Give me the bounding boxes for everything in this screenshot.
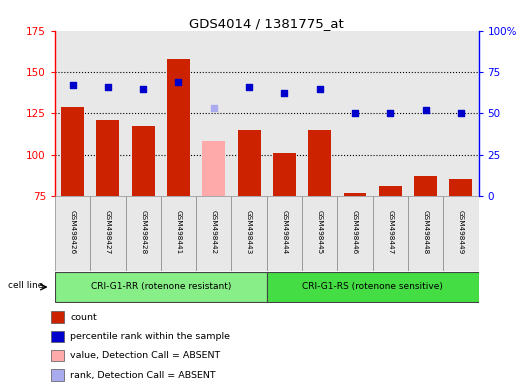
Text: GSM498426: GSM498426 [70,210,75,254]
Bar [231,196,267,271]
Bar [51,369,64,381]
Bar [302,196,337,271]
Bar [126,196,161,271]
Bar [443,31,479,196]
Point [457,110,465,116]
Text: percentile rank within the sample: percentile rank within the sample [70,332,230,341]
Text: GSM498428: GSM498428 [140,210,146,254]
Point [104,84,112,90]
Text: GSM498447: GSM498447 [388,210,393,254]
Bar [379,186,402,196]
Bar [414,176,437,196]
Text: GSM498441: GSM498441 [176,210,181,254]
Bar [55,31,90,196]
Bar [344,192,367,196]
Bar [408,196,443,271]
Bar [267,196,302,271]
Point [386,110,394,116]
Bar [51,311,64,323]
Bar [337,31,372,196]
Text: count: count [70,313,97,321]
Bar [196,31,231,196]
Point [139,86,147,92]
Point [315,86,324,92]
Bar [96,120,119,196]
Bar [51,350,64,361]
Text: CRI-G1-RR (rotenone resistant): CRI-G1-RR (rotenone resistant) [90,282,231,291]
Text: GSM498427: GSM498427 [105,210,111,254]
Text: cell line: cell line [8,281,43,290]
Bar [443,196,479,271]
Bar [372,31,408,196]
Point [69,82,77,88]
Point [422,107,430,113]
Bar [90,196,126,271]
Bar [308,130,331,196]
Bar [408,31,443,196]
Bar [302,31,337,196]
Text: GSM498449: GSM498449 [458,210,464,254]
Bar [51,331,64,342]
Bar [337,196,372,271]
Bar [372,196,408,271]
Text: GSM498445: GSM498445 [317,210,323,254]
Bar [126,31,161,196]
Bar [55,272,267,302]
Text: GSM498448: GSM498448 [423,210,428,254]
Bar [267,31,302,196]
Point [210,105,218,111]
Bar [55,196,90,271]
Bar [449,179,472,196]
Bar [273,153,296,196]
Bar [202,141,225,196]
Bar [167,59,190,196]
Bar [237,130,260,196]
Point [174,79,183,85]
Point [245,84,253,90]
Bar [231,31,267,196]
Bar [61,107,84,196]
Text: GSM498444: GSM498444 [281,210,287,254]
Text: GSM498442: GSM498442 [211,210,217,254]
Title: GDS4014 / 1381775_at: GDS4014 / 1381775_at [189,17,344,30]
Text: value, Detection Call = ABSENT: value, Detection Call = ABSENT [70,351,220,360]
Bar [161,31,196,196]
Bar [196,196,231,271]
Text: GSM498446: GSM498446 [352,210,358,254]
Text: CRI-G1-RS (rotenone sensitive): CRI-G1-RS (rotenone sensitive) [302,282,443,291]
Bar [90,31,126,196]
Text: rank, Detection Call = ABSENT: rank, Detection Call = ABSENT [70,371,215,380]
Bar [267,272,479,302]
Point [351,110,359,116]
Bar [132,126,155,196]
Point [280,90,289,96]
Text: GSM498443: GSM498443 [246,210,252,254]
Bar [161,196,196,271]
